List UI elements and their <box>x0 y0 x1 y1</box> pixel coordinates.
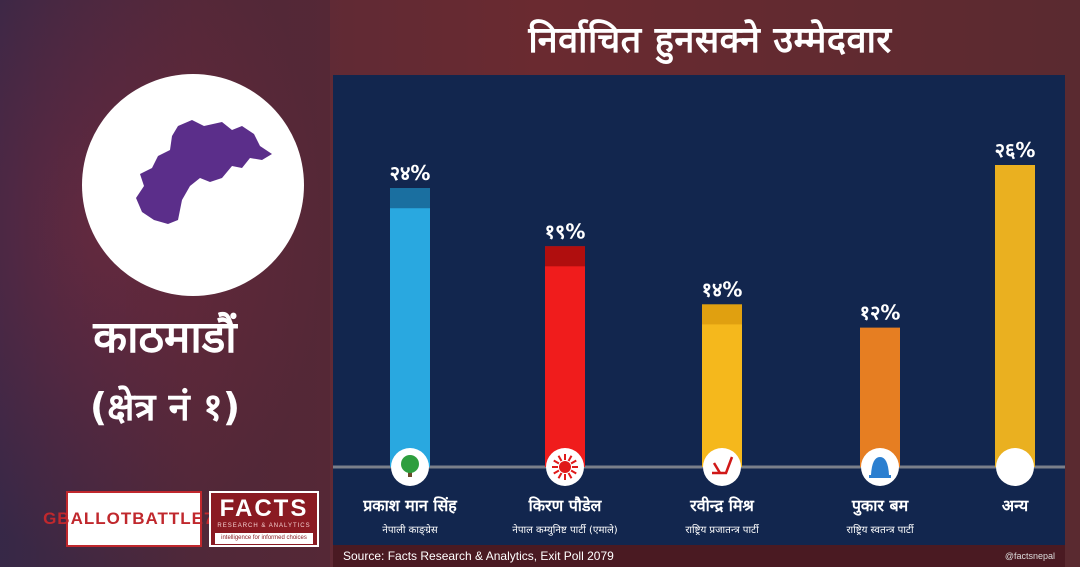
sun-icon-ray <box>553 459 560 465</box>
ballot-battle-logo-text: GBALLOTBATTLE79 <box>43 509 225 528</box>
ballot-battle-logo: GBALLOTBATTLE79 <box>43 491 224 547</box>
tree-icon <box>401 455 419 473</box>
bar-value-label-3: १४% <box>702 277 743 301</box>
party-name-1: नेपाली काङ्ग्रेस <box>382 524 438 536</box>
chart-title: निर्वाचित हुनसक्ने उम्मेदवार <box>528 20 892 61</box>
source-text: Source: Facts Research & Analytics, Exit… <box>343 549 614 563</box>
bar-4 <box>860 327 900 467</box>
sun-icon-ray <box>567 472 573 479</box>
candidate-name-4: पुकार बम <box>851 496 910 516</box>
facts-logo-name: FACTS <box>219 495 309 522</box>
sun-icon-ray <box>570 459 577 465</box>
map-circle <box>82 74 304 296</box>
bar-cap-1 <box>390 188 430 209</box>
party-name-4: राष्ट्रिय स्वतन्त्र पार्टी <box>846 524 913 536</box>
party-symbol-5 <box>996 448 1034 486</box>
facts-logo: FACTS RESEARCH & ANALYTICS intelligence … <box>209 491 319 547</box>
bar-5 <box>995 165 1035 467</box>
candidate-name-3: रवीन्द्र मिश्र <box>689 496 754 515</box>
facts-logo-tagline: intelligence for informed choices <box>215 533 313 544</box>
bar-chart: २४% प्रकाश मान सिंह नेपाली काङ्ग्रेस १९% किर… <box>333 138 1065 536</box>
constituency-label: (क्षेत्र नं १) <box>89 385 241 429</box>
plough-icon <box>712 456 734 475</box>
chart-panel: २४% प्रकाश मान सिंह नेपाली काङ्ग्रेस १९% किर… <box>333 75 1065 545</box>
bell-icon <box>871 457 889 475</box>
sun-icon-ray <box>570 469 577 475</box>
bar-3 <box>702 304 742 467</box>
facts-logo-sub: RESEARCH & ANALYTICS <box>217 523 311 529</box>
bar-value-label-4: १२% <box>860 301 901 325</box>
sun-icon-ray <box>567 455 573 462</box>
bar-value-label-1: २४% <box>390 161 431 185</box>
bar-cap-3 <box>702 304 742 325</box>
sun-icon-ray <box>557 455 563 462</box>
bar-value-label-5: २६% <box>995 138 1036 162</box>
bar-1 <box>390 188 430 467</box>
source-bar: Source: Facts Research & Analytics, Exit… <box>333 545 1065 567</box>
sun-icon-ray <box>557 472 563 479</box>
sun-icon <box>559 461 571 473</box>
sun-icon-ray <box>553 469 560 475</box>
kathmandu-map-icon <box>136 120 272 224</box>
district-name: काठमाडौं <box>93 312 237 363</box>
bell-icon-base <box>869 475 891 478</box>
bar-cap-2 <box>545 246 585 267</box>
party-symbol-3 <box>703 448 741 486</box>
social-handle: @factsnepal <box>1004 551 1055 561</box>
candidate-name-2: किरण पौडेल <box>528 496 603 515</box>
party-name-2: नेपाल कम्युनिष्ट पार्टी (एमाले) <box>512 524 618 536</box>
bar-value-label-2: १९% <box>545 219 586 243</box>
candidate-name-1: प्रकाश मान सिंह <box>362 496 458 515</box>
plough-icon-blade <box>712 462 722 474</box>
party-name-3: राष्ट्रिय प्रजातन्त्र पार्टी <box>685 524 759 536</box>
candidate-name-5: अन्य <box>1002 496 1029 515</box>
bar-2 <box>545 246 585 467</box>
